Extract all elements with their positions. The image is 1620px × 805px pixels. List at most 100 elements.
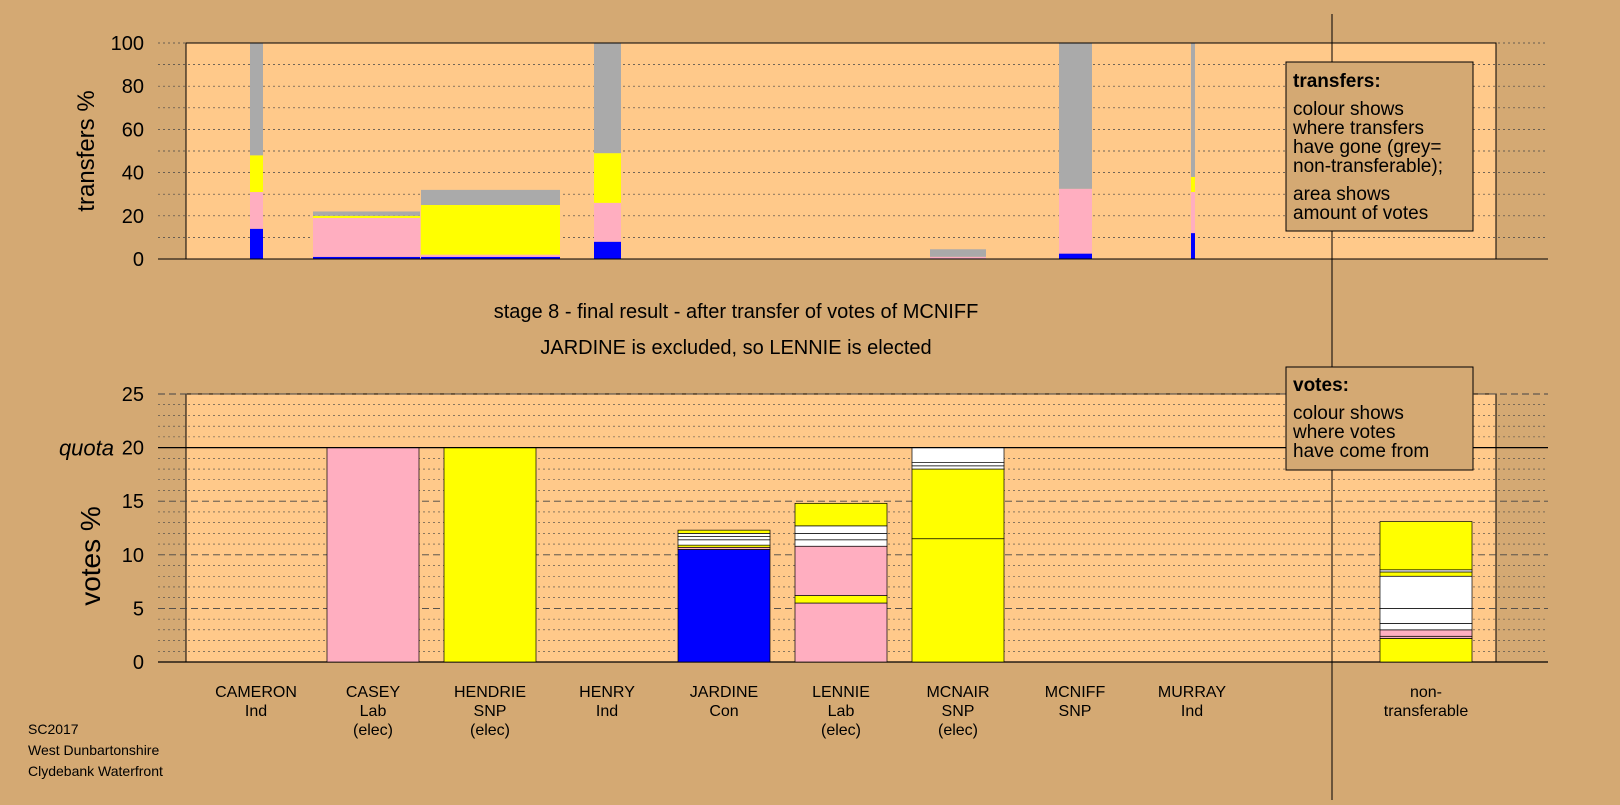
candidate-label: (elec) bbox=[470, 722, 510, 739]
vote-segment-ind bbox=[1379, 575, 1473, 609]
legend-transfers-box bbox=[1285, 61, 1474, 232]
legend-transfers-line: have gone (grey= bbox=[1293, 137, 1441, 158]
footer: SC2017 West Dunbartonshire Clydebank Wat… bbox=[28, 721, 163, 779]
transfer-segment-nontransferable bbox=[594, 43, 621, 154]
candidate-label: Ind bbox=[245, 703, 267, 720]
vote-segment-ind bbox=[677, 536, 771, 541]
stage-title: stage 8 - final result - after transfer … bbox=[494, 301, 979, 323]
candidate-label: (elec) bbox=[938, 722, 978, 739]
vote-segment-lab bbox=[1379, 629, 1473, 637]
transfer-segment-snp bbox=[313, 215, 420, 218]
candidate-label: MCNIFF bbox=[1045, 684, 1106, 701]
transfer-segment-snp bbox=[594, 153, 621, 203]
votes-y-axis-label: votes % bbox=[75, 506, 106, 606]
vote-segment-lab bbox=[326, 447, 420, 663]
transfers-y-tick-label: 0 bbox=[133, 249, 144, 271]
transfer-segment-snp bbox=[1191, 176, 1195, 193]
vote-segment-ind bbox=[794, 533, 888, 541]
candidate-label: (elec) bbox=[353, 722, 393, 739]
transfer-segment-con bbox=[250, 228, 263, 259]
candidate-label: Ind bbox=[1181, 703, 1203, 720]
transfer-segment-nontransferable bbox=[1191, 43, 1195, 177]
footer-ward: Clydebank Waterfront bbox=[28, 763, 163, 779]
votes-panel: quota 0 5 10 15 25 20 votes % CAMERON Ind CASEY… bbox=[59, 384, 1548, 739]
vote-segment-snp bbox=[911, 538, 1005, 663]
vote-segment-ind bbox=[794, 539, 888, 547]
legend-transfers-line: amount of votes bbox=[1293, 203, 1428, 224]
candidate-label: non- bbox=[1410, 684, 1442, 701]
vote-segment-snp bbox=[794, 595, 888, 604]
legend-votes-line: have come from bbox=[1293, 441, 1429, 462]
transfer-segment-con bbox=[421, 256, 560, 259]
transfers-y-tick-label: 60 bbox=[122, 119, 144, 141]
vote-segment-ind bbox=[794, 525, 888, 534]
vote-segment-snp bbox=[677, 529, 771, 534]
transfer-segment-con bbox=[1191, 233, 1195, 259]
vote-segment-snp bbox=[443, 447, 537, 663]
transfer-segment-nontransferable bbox=[421, 189, 560, 205]
transfers-panel: 0 20 40 60 80 100 transfers % bbox=[73, 33, 1548, 271]
legend-votes: votes: colour shows where votes have com… bbox=[1285, 366, 1474, 471]
vote-segment-ind bbox=[677, 533, 771, 537]
stage-subtitle: JARDINE is excluded, so LENNIE is electe… bbox=[540, 337, 931, 359]
transfers-y-tick-label: 80 bbox=[122, 76, 144, 98]
transfers-y-tick-label: 100 bbox=[111, 33, 144, 55]
transfers-y-ticks: 0 20 40 60 80 100 bbox=[111, 33, 144, 271]
votes-y-tick-label: 5 bbox=[133, 598, 144, 620]
legend-transfers: transfers: colour shows where transfers … bbox=[1285, 61, 1474, 232]
vote-segment-ind bbox=[1379, 623, 1473, 631]
transfer-segment-lab bbox=[313, 217, 420, 257]
transfer-segment-nontransferable bbox=[1059, 43, 1092, 189]
legend-transfers-line: area shows bbox=[1293, 184, 1390, 205]
vote-segment-snp bbox=[1379, 521, 1473, 571]
candidate-label: SNP bbox=[474, 703, 507, 720]
vote-segment-con bbox=[677, 549, 771, 663]
candidate-label: CAMERON bbox=[215, 684, 297, 701]
candidate-label: SNP bbox=[942, 703, 975, 720]
candidate-label: HENRY bbox=[579, 684, 635, 701]
vote-segment-ind bbox=[911, 447, 1005, 463]
legend-transfers-title: transfers: bbox=[1293, 71, 1381, 92]
transfers-y-axis-label: transfers % bbox=[73, 90, 100, 211]
candidate-label: Lab bbox=[360, 703, 387, 720]
transfers-y-tick-label: 20 bbox=[122, 206, 144, 228]
legend-transfers-line: non-transferable); bbox=[1293, 156, 1443, 177]
candidate-labels: CAMERON Ind CASEY Lab (elec) HENDRIE SNP (elec)… bbox=[215, 684, 1468, 739]
transfers-bars bbox=[250, 43, 1195, 259]
transfer-segment-con bbox=[594, 241, 621, 259]
vote-segment-ind bbox=[911, 465, 1005, 470]
candidate-label: SNP bbox=[1059, 703, 1092, 720]
legend-votes-title: votes: bbox=[1293, 375, 1349, 396]
vote-segment-lab bbox=[794, 545, 888, 596]
transfer-segment-lab bbox=[1059, 188, 1092, 254]
vote-segment-ind bbox=[911, 462, 1005, 467]
transfer-segment-lab bbox=[1191, 192, 1195, 234]
vote-segment-snp bbox=[1379, 638, 1473, 663]
vote-segment-ind bbox=[1379, 608, 1473, 624]
transfer-segment-lab bbox=[930, 256, 986, 259]
transfers-plot-frame bbox=[185, 42, 1497, 260]
footer-council: West Dunbartonshire bbox=[28, 742, 159, 758]
transfer-segment-nontransferable bbox=[250, 43, 263, 156]
legend-transfers-line: where transfers bbox=[1292, 118, 1424, 139]
votes-y-tick-label: 25 bbox=[122, 384, 144, 406]
footer-election: SC2017 bbox=[28, 721, 79, 737]
transfers-y-tick-label: 40 bbox=[122, 163, 144, 185]
candidate-label: MURRAY bbox=[1158, 684, 1226, 701]
candidate-label: JARDINE bbox=[690, 684, 758, 701]
quota-label: quota bbox=[59, 436, 114, 461]
candidate-label: LENNIE bbox=[812, 684, 870, 701]
votes-y-tick-label: 10 bbox=[122, 545, 144, 567]
candidate-label: transferable bbox=[1384, 703, 1469, 720]
transfer-segment-con bbox=[1059, 253, 1092, 259]
transfer-segment-snp bbox=[421, 205, 560, 255]
vote-segment-lab bbox=[794, 602, 888, 663]
legend-votes-line: colour shows bbox=[1293, 403, 1404, 424]
transfer-segment-lab bbox=[421, 254, 560, 257]
transfer-segment-lab bbox=[250, 192, 263, 229]
votes-bars bbox=[326, 447, 1473, 663]
votes-y-tick-label: 0 bbox=[133, 652, 144, 674]
candidate-label: Con bbox=[709, 703, 738, 720]
